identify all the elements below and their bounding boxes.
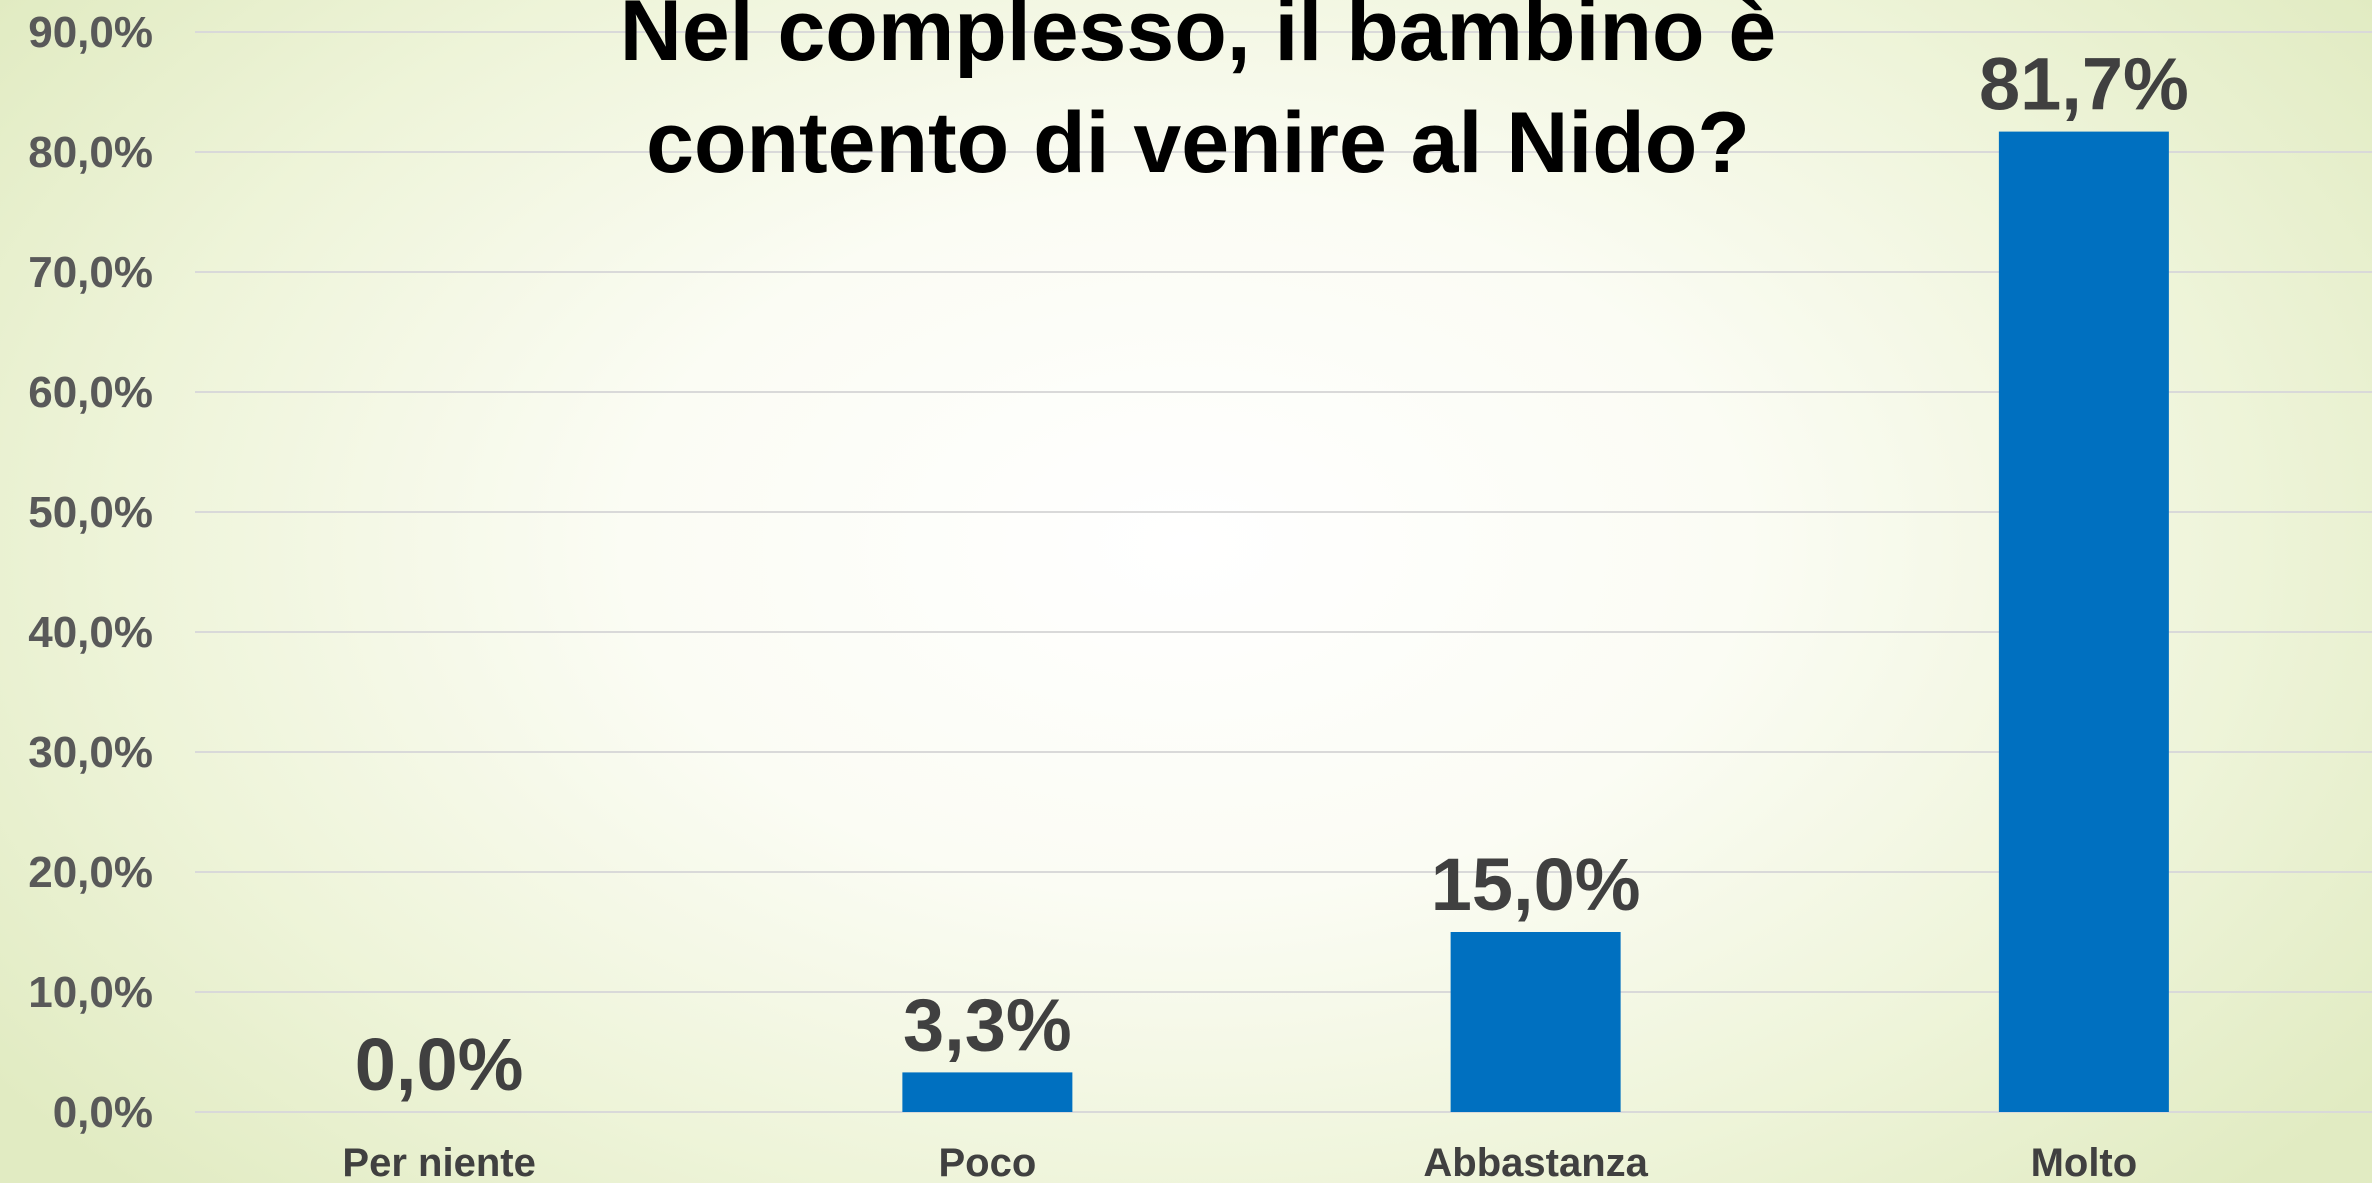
y-tick-label: 0,0% xyxy=(53,1088,153,1137)
data-label: 0,0% xyxy=(355,1023,524,1106)
bar xyxy=(1998,131,2169,1113)
y-tick-label: 30,0% xyxy=(28,728,153,777)
x-tick-label: Poco xyxy=(938,1141,1036,1183)
y-tick-label: 20,0% xyxy=(28,848,153,897)
y-axis-ticks: 0,0% 10,0% 20,0% 30,0% 40,0% 50,0% 60,0% 70,0% 8… xyxy=(28,8,153,1137)
chart-title-line-1: Nel complesso, il bambino è xyxy=(620,0,1777,79)
y-tick-label: 80,0% xyxy=(28,128,153,177)
data-label: 3,3% xyxy=(903,983,1072,1066)
x-tick-label: Abbastanza xyxy=(1423,1141,1648,1183)
data-labels: 0,0% 3,3% 15,0% 81,7% xyxy=(355,43,2189,1106)
data-label: 81,7% xyxy=(1979,43,2189,126)
bar xyxy=(902,1072,1073,1112)
y-tick-label: 70,0% xyxy=(28,248,153,297)
y-tick-label: 60,0% xyxy=(28,368,153,417)
y-tick-label: 50,0% xyxy=(28,488,153,537)
y-tick-label: 90,0% xyxy=(28,8,153,57)
y-tick-label: 40,0% xyxy=(28,608,153,657)
data-label: 15,0% xyxy=(1431,843,1641,926)
x-tick-label: Molto xyxy=(2031,1141,2138,1183)
bar xyxy=(1450,932,1621,1112)
bars xyxy=(902,131,2169,1113)
x-tick-label: Per niente xyxy=(342,1141,535,1183)
x-axis-ticks: Per niente Poco Abbastanza Molto xyxy=(342,1141,2137,1183)
chart-title: Nel complesso, il bambino è contento di … xyxy=(620,0,1777,191)
gridlines xyxy=(195,31,2372,1113)
chart-title-line-2: contento di venire al Nido? xyxy=(646,95,1750,191)
y-tick-label: 10,0% xyxy=(28,968,153,1017)
